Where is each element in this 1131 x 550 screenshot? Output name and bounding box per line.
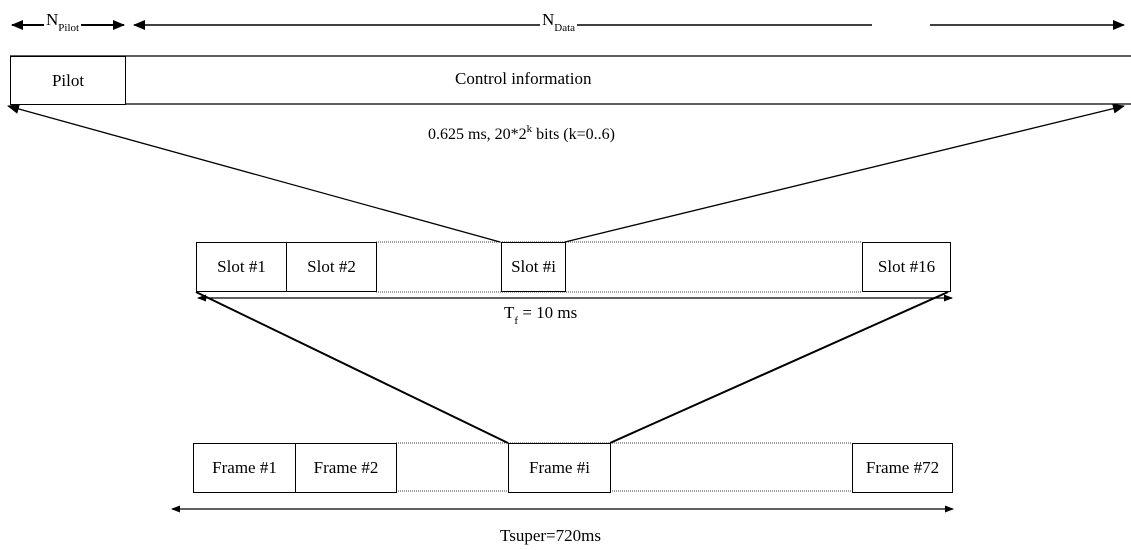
tf-label: Tf = 10 ms: [504, 303, 578, 327]
tsuper-label: Tsuper=720ms: [500, 526, 601, 545]
slot-expand-right: [564, 103, 1125, 243]
slot-expand-left: [7, 104, 501, 243]
frame-box-2: Frame #2: [295, 443, 397, 493]
npilot-sub: Pilot: [58, 22, 80, 34]
frame-box-1: Frame #1: [193, 443, 296, 493]
tf-sub: f: [514, 315, 519, 327]
slot-box-2: Slot #2: [286, 242, 377, 292]
slot-box-1: Slot #1: [196, 242, 287, 292]
tf-main: T: [504, 303, 515, 322]
frame-box-72: Frame #72: [852, 443, 953, 493]
npilot-main: N: [46, 10, 59, 29]
ndata-sub: Data: [554, 22, 576, 34]
frame-box-i: Frame #i: [508, 443, 611, 493]
tf-value: = 10 ms: [518, 303, 578, 322]
frame-expand-right: [609, 291, 949, 444]
slot-description: 0.625 ms, 20*2k bits (k=0..6): [428, 123, 615, 144]
slot-box-16: Slot #16: [862, 242, 951, 292]
slot-desc-sup: k: [526, 123, 533, 135]
slot-desc-prefix: 0.625 ms, 20*2: [428, 126, 527, 143]
npilot-label: NPilot: [44, 10, 82, 34]
slot-box-i: Slot #i: [501, 242, 566, 292]
pilot-box: Pilot: [10, 56, 126, 105]
control-information-label: Control information: [455, 69, 592, 88]
ndata-main: N: [542, 10, 555, 29]
frame-expand-left: [195, 291, 509, 444]
ndata-label: NData: [540, 10, 578, 34]
slot-desc-suffix: bits (k=0..6): [532, 126, 615, 143]
